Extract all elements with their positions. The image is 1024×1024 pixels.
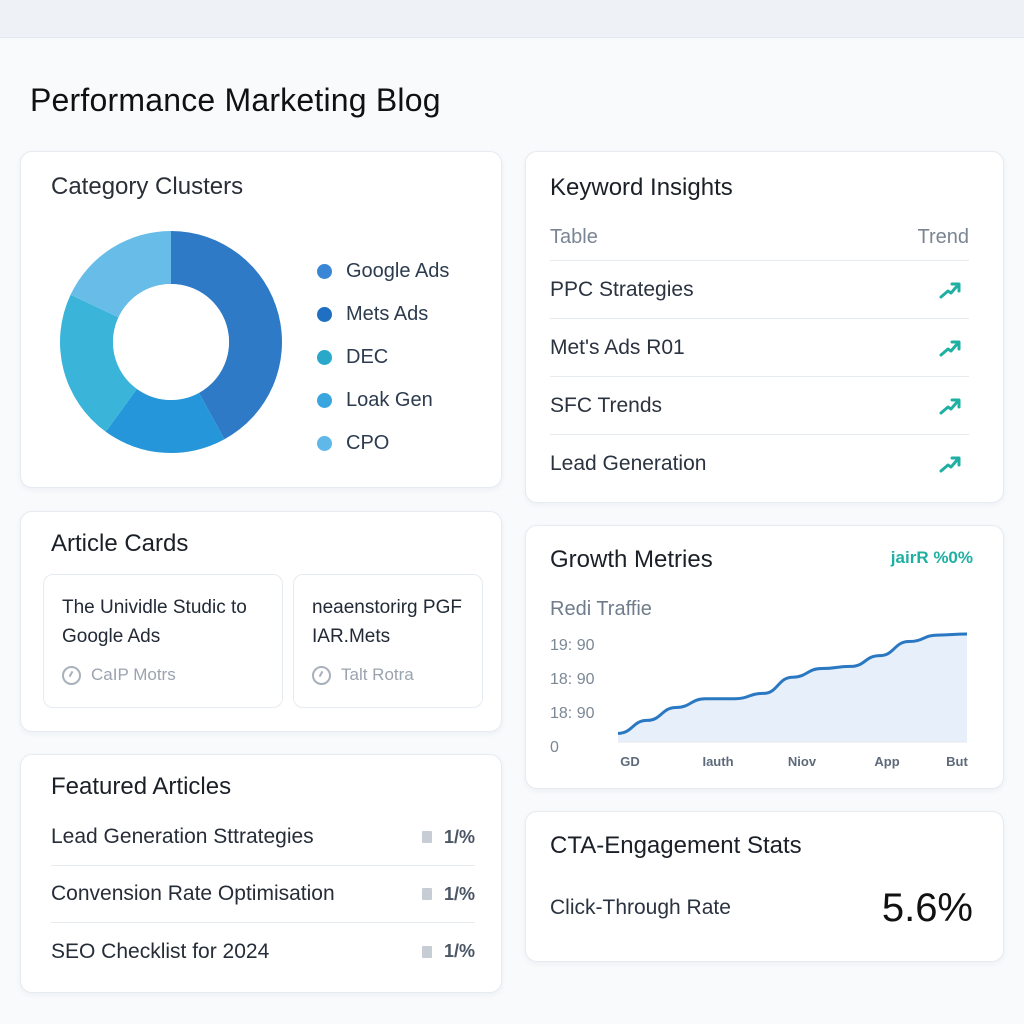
cta-engagement-title: CTA-Engagement Stats xyxy=(550,832,802,859)
legend-label: Mets Ads xyxy=(346,303,429,325)
article-card-meta: CaIP Motrs xyxy=(62,665,176,685)
article-card-meta-text: CaIP Motrs xyxy=(91,665,176,684)
category-donut-chart xyxy=(59,231,282,453)
legend-dot-icon xyxy=(317,307,332,322)
article-cards-card: Article Cards The Unividle Studic to Goo… xyxy=(20,511,502,732)
legend-item[interactable]: DEC xyxy=(317,336,449,379)
featured-article-stat: 1/% xyxy=(421,941,475,962)
article-card[interactable]: The Unividle Studic to Google Ads CaIP M… xyxy=(43,574,283,708)
featured-article-value: 1/% xyxy=(443,883,475,904)
article-card-meta-text: Talt Rotra xyxy=(341,665,414,684)
category-clusters-title: Category Clusters xyxy=(51,173,244,200)
featured-article-row[interactable]: Lead Generation Sttrategies 1/% xyxy=(51,809,475,866)
document-icon xyxy=(421,945,432,958)
legend-item[interactable]: Loak Gen xyxy=(317,379,449,422)
keyword-table-body: PPC Strategies Met's Ads R01 SFC Trends Lea… xyxy=(550,260,969,492)
chart-subtitle: Redi Traffie xyxy=(550,598,652,620)
traffic-area-fill xyxy=(618,634,967,742)
keyword-label: Lead Generation xyxy=(550,451,707,475)
legend-label: DEC xyxy=(346,346,389,368)
document-icon xyxy=(421,831,432,843)
traffic-line xyxy=(617,632,968,735)
y-tick-label: 18: 90 xyxy=(550,671,595,688)
legend-dot-icon xyxy=(317,264,332,279)
featured-article-label: Lead Generation Sttrategies xyxy=(51,825,314,848)
article-cards-title: Article Cards xyxy=(51,530,189,557)
keyword-label: PPC Strategies xyxy=(550,277,694,301)
keyword-row[interactable]: Lead Generation xyxy=(550,434,969,492)
document-icon xyxy=(421,888,432,900)
donut-slice[interactable] xyxy=(105,388,225,453)
legend-item[interactable]: Google Ads xyxy=(317,250,449,293)
keyword-insights-card: Keyword Insights Table Trend PPC Strateg… xyxy=(525,151,1004,503)
legend-label: Loak Gen xyxy=(346,389,433,411)
featured-article-label: SEO Checklist for 2024 xyxy=(51,939,270,963)
legend-item[interactable]: CPO xyxy=(317,422,449,465)
article-card-title: neaenstorirg PGF IAR.Mets xyxy=(312,597,462,647)
x-tick-label: But xyxy=(946,754,968,769)
featured-article-value: 1/% xyxy=(443,941,475,961)
y-tick-label: 19: 90 xyxy=(550,637,595,654)
article-card-title: The Unividle Studic to Google Ads xyxy=(62,597,247,647)
keyword-row[interactable]: SFC Trends xyxy=(550,376,969,434)
donut-slice[interactable] xyxy=(70,231,171,318)
page-title: Performance Marketing Blog xyxy=(30,82,441,118)
featured-article-row[interactable]: SEO Checklist for 2024 1/% xyxy=(51,923,475,980)
ctr-value: 5.6% xyxy=(881,886,973,930)
donut-slice[interactable] xyxy=(59,294,137,432)
article-card[interactable]: neaenstorirg PGF IAR.Mets Talt Rotra xyxy=(293,574,483,708)
traffic-area-chart: 19: 90 18: 90 18: 90 0 GD Iauth Niov App But xyxy=(550,632,968,769)
growth-badge: jairR %0% xyxy=(890,548,973,567)
y-tick-label: 0 xyxy=(550,739,559,756)
donut-hole xyxy=(113,284,229,400)
keyword-label: SFC Trends xyxy=(550,393,663,417)
trend-up-icon xyxy=(939,282,961,298)
trend-up-icon xyxy=(939,340,961,356)
legend-dot-icon xyxy=(317,436,332,451)
category-clusters-card: Category Clusters Google Ads Mets Ads DEC L… xyxy=(20,151,502,488)
window-top-bar xyxy=(0,0,1024,38)
column-header-trend: Trend xyxy=(917,226,969,248)
clock-icon xyxy=(62,665,81,685)
featured-articles-list: Lead Generation Sttrategies 1/% Convension… xyxy=(51,809,475,980)
trend-up-icon xyxy=(939,456,961,472)
featured-article-row[interactable]: Convension Rate Optimisation 1/% xyxy=(51,866,475,923)
legend-item[interactable]: Mets Ads xyxy=(317,293,449,336)
keyword-table-header: Table Trend xyxy=(550,226,969,249)
cta-engagement-card: CTA-Engagement Stats Click-Through Rate … xyxy=(525,811,1004,962)
legend-label: Google Ads xyxy=(346,260,450,282)
y-tick-label: 18: 90 xyxy=(550,705,595,722)
growth-metrics-title: Growth Metries xyxy=(550,546,713,573)
column-header-table: Table xyxy=(550,226,598,248)
keyword-row[interactable]: Met's Ads R01 xyxy=(550,318,969,376)
donut-slice[interactable] xyxy=(171,231,282,440)
keyword-row[interactable]: PPC Strategies xyxy=(550,260,969,318)
clock-icon xyxy=(312,665,331,685)
growth-metrics-card: 19: 90 18: 90 18: 90 0 GD Iauth Niov App But Gro… xyxy=(525,525,1004,789)
featured-articles-card: Featured Articles Lead Generation Sttrat… xyxy=(20,754,502,993)
keyword-label: Met's Ads R01 xyxy=(550,335,685,359)
x-tick-label: Niov xyxy=(788,754,817,769)
x-tick-label: Iauth xyxy=(702,754,733,769)
category-legend: Google Ads Mets Ads DEC Loak Gen CPO xyxy=(317,250,449,465)
ctr-label: Click-Through Rate xyxy=(550,896,731,919)
featured-article-stat: 1/% xyxy=(421,826,475,848)
x-tick-label: App xyxy=(874,754,899,769)
article-card-meta: Talt Rotra xyxy=(312,665,414,685)
legend-dot-icon xyxy=(317,350,332,365)
featured-article-value: 1/% xyxy=(443,826,475,847)
legend-label: CPO xyxy=(346,432,390,454)
x-tick-label: GD xyxy=(620,754,640,769)
featured-articles-title: Featured Articles xyxy=(51,773,232,800)
trend-up-icon xyxy=(939,398,961,414)
legend-dot-icon xyxy=(317,393,332,408)
keyword-insights-title: Keyword Insights xyxy=(550,174,733,201)
featured-article-stat: 1/% xyxy=(421,883,475,905)
featured-article-label: Convension Rate Optimisation xyxy=(51,882,335,905)
